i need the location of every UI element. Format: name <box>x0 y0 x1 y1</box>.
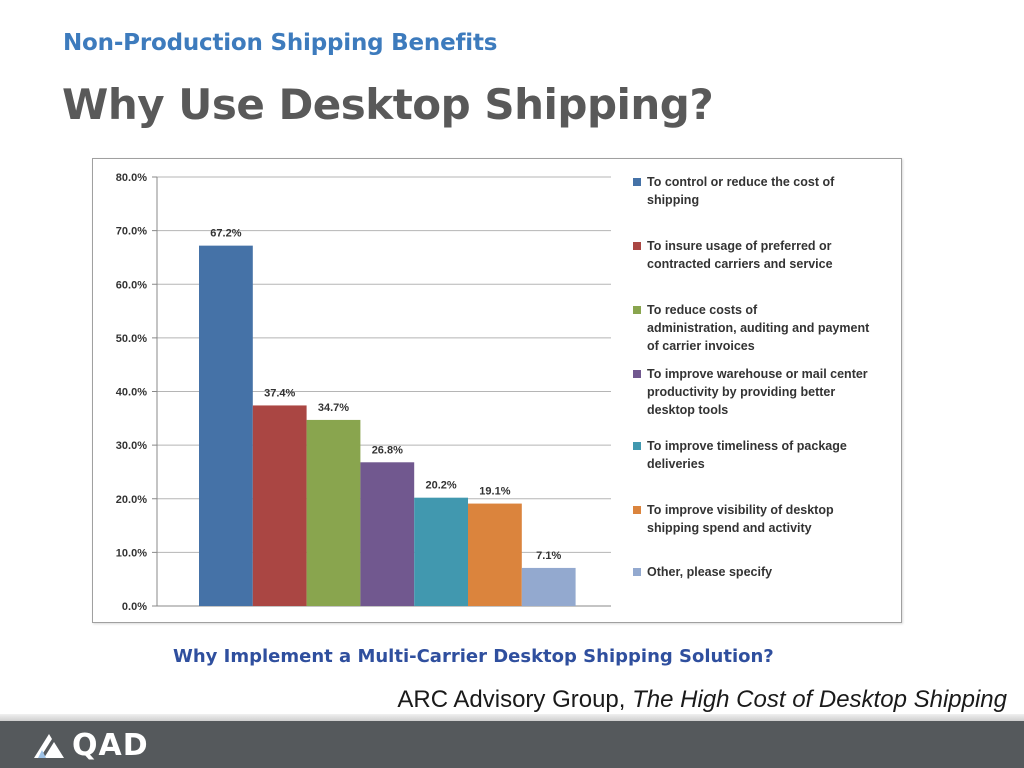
legend-item: To control or reduce the cost of shipping <box>633 173 892 209</box>
legend-label: To improve warehouse or mail center produ… <box>647 365 892 419</box>
legend-label-line: To reduce costs of <box>647 303 758 317</box>
legend-swatch <box>633 178 641 186</box>
y-tick-label: 40.0% <box>116 387 147 399</box>
footer-divider <box>0 714 1024 721</box>
bar <box>306 419 361 606</box>
footer-bar <box>0 721 1024 768</box>
legend-swatch <box>633 306 641 314</box>
source-citation: ARC Advisory Group, The High Cost of Des… <box>397 686 1007 714</box>
slide-subtitle: Non-Production Shipping Benefits <box>63 30 498 56</box>
legend-label-line: shipping spend and activity <box>647 521 812 535</box>
qad-logo-icon <box>34 734 64 758</box>
legend-label-line: administration, auditing and payment <box>647 321 870 335</box>
legend-label: To reduce costs of administration, auditi… <box>647 301 892 355</box>
source-author: ARC Advisory Group, <box>397 686 626 713</box>
bar <box>199 245 253 606</box>
data-label: 67.2% <box>210 228 241 240</box>
source-work: The High Cost of Desktop Shipping <box>632 686 1007 713</box>
data-label: 20.2% <box>425 480 456 492</box>
legend-label-line: productivity by providing better <box>647 385 836 399</box>
legend-label-line: shipping <box>647 193 700 207</box>
bar <box>414 497 468 606</box>
data-label: 34.7% <box>318 402 349 414</box>
logo-text: QAD <box>72 727 149 763</box>
y-tick-label: 60.0% <box>116 279 147 291</box>
legend-label-line: of carrier invoices <box>647 339 755 353</box>
legend-item: Other, please specify <box>633 563 892 581</box>
chart-frame: 0.0% 10.0% 20.0% 30.0% 40.0% 50.0% 60.0% 70.0% 8… <box>92 158 902 623</box>
legend-swatch <box>633 242 641 250</box>
y-tick-label: 70.0% <box>116 226 147 238</box>
legend-label-line: contracted carriers and service <box>647 257 833 271</box>
legend-item: To insure usage of preferred or contracte… <box>633 237 892 273</box>
qad-logo: QAD <box>32 727 149 763</box>
y-tick-label: 50.0% <box>116 333 147 345</box>
legend-label-line: To insure usage of preferred or <box>647 239 832 253</box>
legend-label-line: desktop tools <box>647 403 729 417</box>
slide-title: Why Use Desktop Shipping? <box>62 80 714 129</box>
y-tick-label: 20.0% <box>116 494 147 506</box>
legend-item: To improve warehouse or mail center produ… <box>633 365 892 419</box>
legend-label-line: Other, please specify <box>647 565 773 579</box>
chart-caption: Why Implement a Multi-Carrier Desktop Sh… <box>173 646 774 667</box>
bar <box>468 503 522 606</box>
data-label: 37.4% <box>264 387 295 399</box>
y-tick-label: 80.0% <box>116 172 147 184</box>
y-tick-label: 10.0% <box>116 547 147 559</box>
legend-label: To control or reduce the cost of shipping <box>647 173 892 209</box>
y-tick-label: 0.0% <box>122 601 147 613</box>
legend-label-line: To control or reduce the cost of <box>647 175 835 189</box>
data-label: 19.1% <box>479 486 510 498</box>
legend-label-line: deliveries <box>647 457 705 471</box>
legend-swatch <box>633 506 641 514</box>
legend-swatch <box>633 568 641 576</box>
y-tick-label: 30.0% <box>116 440 147 452</box>
legend-label: To improve visibility of desktop shipping… <box>647 501 892 537</box>
legend-label-line: To improve warehouse or mail center <box>647 367 868 381</box>
legend-item: To reduce costs of administration, auditi… <box>633 301 892 355</box>
bar <box>521 567 576 606</box>
legend-label: To improve timeliness of package deliveri… <box>647 437 892 473</box>
legend-label-line: To improve visibility of desktop <box>647 503 834 517</box>
legend-label-line: To improve timeliness of package <box>647 439 847 453</box>
legend-swatch <box>633 370 641 378</box>
data-label: 26.8% <box>372 444 403 456</box>
data-label: 7.1% <box>536 550 561 562</box>
legend-item: To improve visibility of desktop shipping… <box>633 501 892 537</box>
legend-item: To improve timeliness of package deliveri… <box>633 437 892 473</box>
bar-chart: 0.0% 10.0% 20.0% 30.0% 40.0% 50.0% 60.0% 70.0% 8… <box>116 172 611 613</box>
bar <box>360 462 415 606</box>
legend-swatch <box>633 442 641 450</box>
legend-label: Other, please specify <box>647 563 892 581</box>
legend-label: To insure usage of preferred or contracte… <box>647 237 892 273</box>
bar <box>252 405 307 606</box>
